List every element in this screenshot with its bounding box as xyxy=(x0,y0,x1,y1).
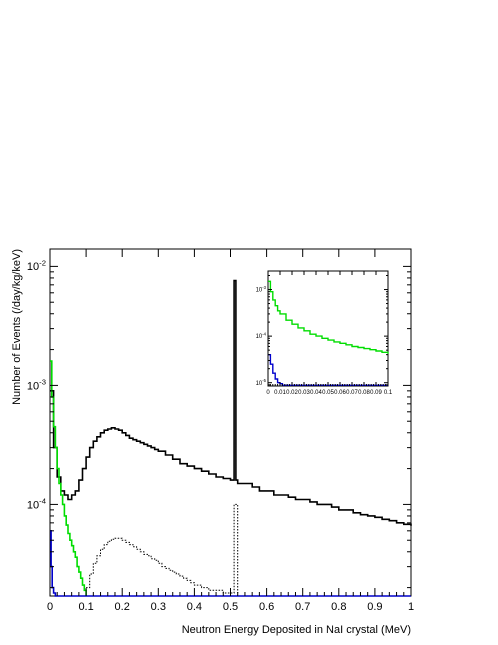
inset-x-tick-label: 0.04 xyxy=(310,390,322,396)
main-x-tick-label: 0.4 xyxy=(187,601,202,613)
inset-x-tick-label: 0.07 xyxy=(346,390,358,396)
inset-x-tick-label: 0.03 xyxy=(298,390,310,396)
main-series-2-line xyxy=(86,503,239,594)
y-axis-label: Number of Events (/day/kg/keV) xyxy=(11,249,23,405)
main-x-tick-label: 0 xyxy=(47,601,53,613)
inset-y-tick-label: 10-4 xyxy=(256,332,267,341)
inset-plot-frame xyxy=(267,270,389,387)
main-y-tick-label: 10-3 xyxy=(27,377,46,392)
x-axis-label: Neutron Energy Deposited in NaI crystal … xyxy=(182,624,411,636)
main-series-1-line xyxy=(50,360,87,596)
main-series-0-line xyxy=(50,279,412,526)
main-x-tick-label: 0.8 xyxy=(331,601,346,613)
inset-series-1-line xyxy=(268,354,388,386)
inset-x-tick-label: 0.09 xyxy=(370,390,382,396)
main-x-tick-label: 0.2 xyxy=(115,601,130,613)
inset-x-tick-label: 0.01 xyxy=(274,390,286,396)
main-x-tick-label: 0.6 xyxy=(259,601,274,613)
inset-y-axis-ticks: 10-5 10-4 10-3 xyxy=(256,275,388,387)
main-x-axis-ticks: 0 0.1 0.2 0.3 0.4 0.5 0.6 0.7 0.8 0.9 1 xyxy=(47,249,414,613)
main-plot: 0 0.1 0.2 0.3 0.4 0.5 0.6 0.7 0.8 0.9 1 10-410-310… xyxy=(11,248,414,636)
main-y-tick-label: 10-2 xyxy=(27,258,46,273)
inset-y-tick-label: 10-5 xyxy=(256,378,267,387)
main-x-tick-label: 0.3 xyxy=(151,601,166,613)
main-x-tick-label: 0.9 xyxy=(367,601,382,613)
main-x-tick-label: 0.5 xyxy=(223,601,238,613)
inset-x-tick-label: 0.05 xyxy=(322,390,334,396)
main-x-tick-label: 1 xyxy=(408,601,414,613)
inset-series-group xyxy=(268,280,389,386)
main-x-tick-label: 0.1 xyxy=(78,601,93,613)
inset-plot: 0 0.01 0.02 0.03 0.04 0.05 0.06 0.07 0.08 0.09 0.1… xyxy=(256,270,393,396)
main-y-axis-ticks: 10-4 10-3 10-2 xyxy=(27,258,411,589)
inset-x-tick-label: 0.06 xyxy=(334,390,346,396)
inset-x-tick-label: 0.08 xyxy=(358,390,370,396)
inset-x-tick-label: 0 xyxy=(266,390,270,396)
main-y-tick-label: 10-4 xyxy=(27,496,47,511)
inset-x-tick-label: 0.1 xyxy=(384,390,393,396)
main-x-tick-label: 0.7 xyxy=(295,601,310,613)
inset-y-tick-label: 10-3 xyxy=(256,285,267,294)
inset-series-0-line xyxy=(268,280,389,354)
inset-x-tick-label: 0.02 xyxy=(286,390,298,396)
